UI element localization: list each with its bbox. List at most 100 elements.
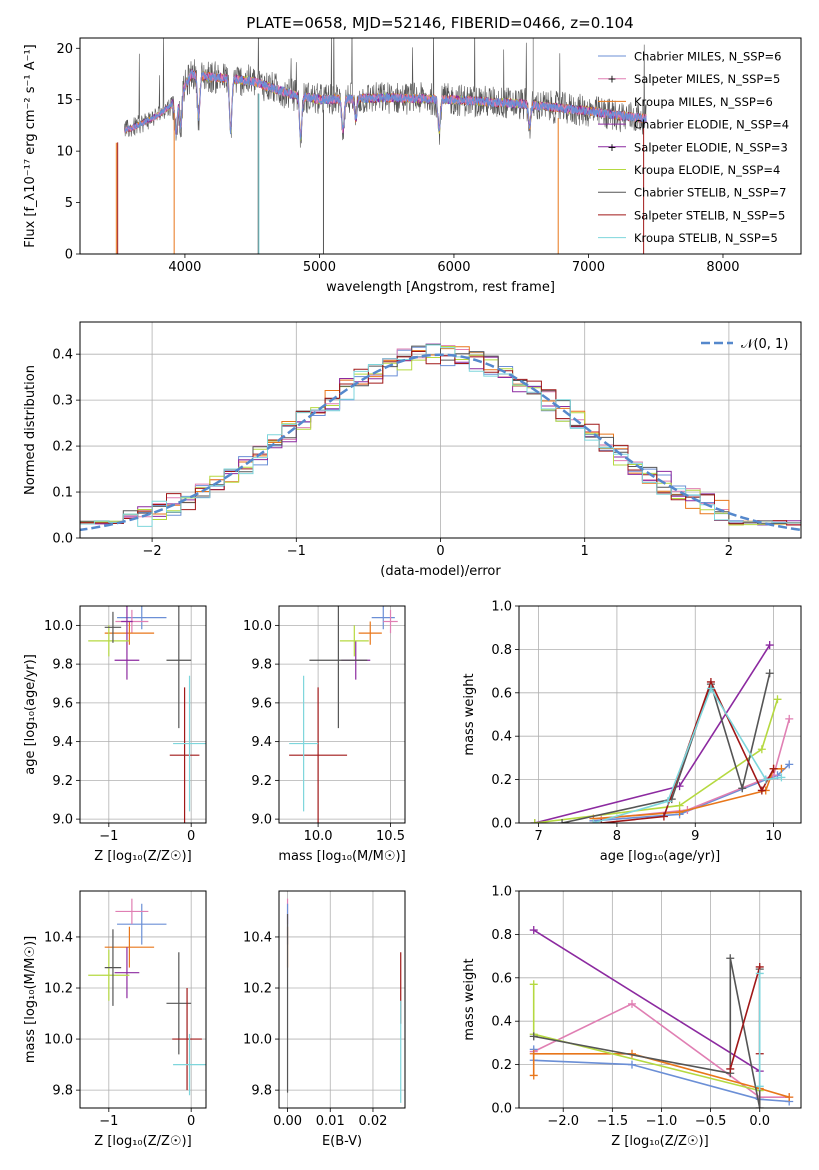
x-tick-label: −2.0 [547,1114,579,1129]
x-tick-label: 1 [581,544,589,559]
y-tick-label: 9.8 [52,658,73,673]
data-marker [726,1064,735,1073]
plot-area [115,38,647,254]
data-marker [738,784,747,793]
y-tick-label: 0.6 [491,971,512,986]
axes-frame [278,890,406,1109]
legend-label: Chabrier MILES, N_SSP=6 [634,50,781,64]
plot-area [88,898,206,1096]
x-tick-label: 9 [691,829,699,844]
legend-label: Salpeter ELODIE, N_SSP=3 [634,140,788,154]
plot-area [286,898,402,1103]
y-tick-label: 9.6 [52,696,73,711]
x-tick-label: −1.0 [646,1114,678,1129]
x-tick-label: −2 [143,544,162,559]
x-tick-label: 7000 [572,260,605,275]
data-marker [589,819,598,823]
y-tick-label: 9.0 [251,813,272,828]
x-tick-label: −1 [287,544,306,559]
spectrum-line-blue [124,69,647,140]
plot-area [80,343,801,532]
data-marker [785,760,794,769]
x-tick-label: −1 [99,829,118,844]
y-tick-label: 1.0 [491,600,512,615]
y-tick-label: 10.4 [44,930,73,945]
y-tick-label: 9.6 [251,696,272,711]
legend-label: Kroupa MILES, N_SSP=6 [634,95,773,109]
normal-curve [80,353,801,532]
data-marker [777,773,786,782]
plot-area [529,926,794,1108]
y-tick-label: 0.0 [491,1102,512,1117]
data-marker [529,980,538,989]
x-tick-label: 4000 [168,260,201,275]
y-tick-label: 15 [56,93,73,108]
x-tick-label: 0 [187,829,195,844]
x-tick-label: 0 [187,1114,195,1129]
y-tick-label: 20 [56,42,73,57]
y-tick-label: 0 [65,248,73,263]
x-axis-label: E(B-V) [322,1134,362,1149]
data-marker [773,695,782,704]
y-tick-label: 0.0 [52,532,73,547]
data-marker [777,764,786,773]
x-axis-label: age [log₁₀(age/yr)] [600,849,721,864]
figure-title: PLATE=0658, MJD=52146, FIBERID=0466, z=0… [246,14,633,32]
legend-label: Chabrier STELIB, N_SSP=7 [634,186,786,200]
x-tick-label: −1 [99,1114,118,1129]
y-tick-label: 0.2 [491,773,512,788]
axes-frame [79,37,802,255]
y-tick-label: 0.0 [491,817,512,832]
y-tick-label: 10 [56,145,73,160]
data-marker [769,764,778,773]
x-axis-label: Z [log₁₀(Z/Z☉)] [94,1134,191,1149]
y-tick-label: 5 [65,196,73,211]
axes-frame [518,890,802,1109]
data-marker [529,926,538,935]
x-axis-label: wavelength [Angstrom, rest frame] [326,280,555,295]
legend-label: Salpeter STELIB, N_SSP=5 [634,208,785,222]
y-tick-label: 10.2 [44,982,73,997]
series-line-yellowgreen [534,699,779,823]
x-tick-label: 10 [765,829,782,844]
axes-frame [79,321,802,539]
data-marker [765,669,774,678]
data-marker [785,714,794,723]
y-tick-label: 0.4 [491,730,512,745]
series-line-purple [533,929,761,1072]
x-tick-label: 0.00 [273,1114,302,1129]
data-marker [761,775,770,784]
x-tick-label: 8000 [706,260,739,275]
y-axis-label: mass weight [462,958,477,1040]
axes-frame [278,605,406,824]
data-marker [755,969,764,978]
data-marker [627,1060,636,1069]
data-marker [755,1082,764,1091]
x-tick-label: 10.5 [376,829,405,844]
y-tick-label: 0.8 [491,928,512,943]
y-tick-label: 9.8 [251,1084,272,1099]
data-marker [529,1032,538,1041]
data-marker [530,819,539,823]
data-marker [558,819,567,823]
y-tick-label: 0.2 [52,440,73,455]
x-axis-label: Z [log₁₀(Z/Z☉)] [94,849,191,864]
y-tick-label: 10.0 [243,619,272,634]
x-tick-label: 0.0 [749,1114,770,1129]
y-tick-label: 10.0 [44,619,73,634]
y-tick-label: 0.3 [52,394,73,409]
y-tick-label: 9.2 [251,774,272,789]
y-tick-label: 0.1 [52,486,73,501]
x-tick-label: 0 [436,544,444,559]
x-axis-label: mass [log₁₀(M/M☉)] [278,849,405,864]
data-marker [726,954,735,963]
data-marker [627,999,636,1008]
plot-area [530,641,794,823]
data-marker [785,1093,794,1102]
data-marker [755,1104,764,1108]
y-axis-label: mass [log₁₀(M/M☉)] [23,936,38,1063]
x-tick-label: −1.5 [597,1114,629,1129]
x-tick-label: 10.0 [304,829,333,844]
data-marker [757,745,766,754]
